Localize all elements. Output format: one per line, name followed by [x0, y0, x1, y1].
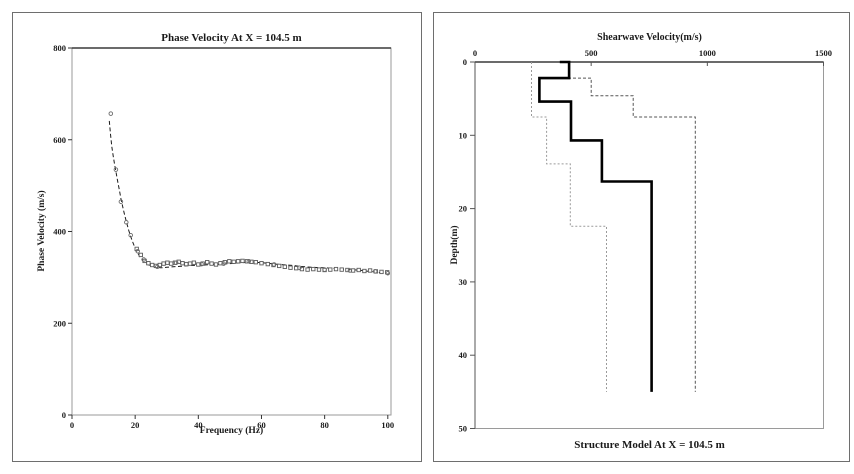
picked-point-square [356, 267, 361, 273]
dispersion-chart-title: Phase Velocity At X = 104.5 m [161, 32, 302, 44]
y-tick-label: 800 [53, 43, 66, 53]
picked-point-square [385, 270, 390, 275]
picked-point-circle [155, 264, 160, 270]
picked-point-square [253, 260, 258, 265]
picked-point-square [169, 261, 174, 266]
picked-point-square [265, 261, 270, 267]
y-tick-label: 400 [53, 227, 66, 237]
picked-point-circle [246, 259, 252, 264]
picked-point-circle [221, 261, 226, 266]
upper-bound-line [568, 62, 696, 392]
picked-point-circle [108, 111, 114, 116]
structure-model-panel: Shearwave Velocity(m/s) 0 500 1000 1500 0 10 2… [433, 12, 850, 462]
depth-tick-label: 0 [463, 57, 467, 67]
picked-point-square [161, 261, 166, 266]
picked-point-circle [297, 265, 302, 270]
picked-point-square [288, 265, 293, 270]
y-tick-label: 200 [53, 318, 66, 328]
dispersion-panel: Phase Velocity At X = 104.5 m 0 20 40 60 80 1… [12, 12, 422, 462]
x-tick-label: 40 [194, 420, 203, 430]
picked-point-square [205, 260, 210, 265]
picked-point-square [362, 268, 367, 274]
picked-point-circle [124, 220, 129, 225]
picked-point-square [165, 260, 170, 265]
lower-bound-line [531, 62, 607, 392]
structure-depth-axis-label: Depth(m) [450, 225, 460, 265]
picked-point-circle [385, 270, 391, 276]
picked-point-square [249, 259, 254, 264]
x-tick-label: 100 [381, 420, 394, 430]
picked-point-square [235, 259, 241, 264]
structure-top-axis-label: Shearwave Velocity(m/s) [597, 32, 702, 43]
picked-point-square [184, 261, 189, 267]
picked-point-square [367, 268, 373, 273]
picked-point-circle [135, 248, 140, 254]
picked-point-circle [271, 262, 277, 267]
x-tick-label: 80 [320, 420, 329, 430]
picked-point-square [282, 264, 287, 269]
x-tick-label: 60 [257, 420, 266, 430]
picked-point-circle [128, 232, 133, 238]
picked-point-square [271, 262, 276, 268]
picked-point-circle [113, 167, 119, 172]
depth-tick-label: 40 [459, 350, 468, 360]
picked-point-square [345, 267, 350, 273]
picked-point-circle [141, 257, 146, 262]
picked-point-square [259, 261, 264, 266]
picked-point-circle [199, 261, 204, 267]
picked-point-square [191, 260, 197, 265]
picked-point-square [231, 259, 236, 264]
depth-tick-label: 10 [459, 130, 468, 140]
picked-point-square [150, 262, 155, 268]
structure-model-chart: 0 500 1000 1500 0 10 20 30 40 50 [459, 48, 833, 434]
depth-tick-label: 20 [459, 204, 468, 214]
depth-tick-label: 30 [459, 277, 468, 287]
structure-chart-title: Structure Model At X = 104.5 m [574, 439, 725, 451]
picked-point-square [333, 266, 339, 272]
x-tick-label: 20 [131, 420, 140, 430]
depth-tick-label: 50 [459, 424, 468, 434]
picked-point-circle [322, 267, 327, 272]
y-tick-label: 600 [53, 135, 66, 145]
dispersion-yaxis-label: Phase Velocity (m/s) [37, 190, 47, 272]
picked-point-square [316, 267, 322, 272]
picked-point-square [339, 267, 344, 272]
picked-point-square [180, 261, 185, 266]
x-tick-label: 0 [70, 420, 74, 430]
y-tick-label: 0 [62, 410, 66, 420]
picked-point-square [134, 246, 139, 252]
picked-point-square [146, 261, 151, 266]
picked-point-circle [372, 269, 378, 274]
picked-point-circle [118, 199, 124, 204]
picked-point-square [187, 261, 193, 266]
picked-point-square [277, 263, 282, 269]
dispersion-xaxis-label: Frequency (Hz) [199, 426, 264, 436]
velocity-tick-label: 0 [473, 48, 477, 58]
picked-point-square [227, 259, 232, 264]
dispersion-curve-line [108, 120, 388, 275]
picked-point-square [209, 261, 214, 266]
plot-frame [71, 47, 392, 416]
picked-point-square [305, 267, 310, 272]
picked-point-circle [347, 268, 353, 273]
velocity-tick-label: 1000 [699, 48, 716, 58]
picked-point-square [138, 252, 143, 258]
picked-point-square [379, 269, 384, 275]
picked-point-square [240, 258, 245, 264]
velocity-tick-label: 1500 [815, 48, 832, 58]
picked-point-square [311, 266, 316, 272]
picked-point-circle [173, 260, 179, 265]
velocity-tick-label: 500 [585, 48, 598, 58]
vs-model-line [538, 60, 653, 392]
picked-point-square [328, 267, 333, 272]
picked-point-square [213, 262, 219, 267]
dispersion-chart: 0 20 40 60 80 100 0 200 400 600 800 [53, 43, 394, 430]
